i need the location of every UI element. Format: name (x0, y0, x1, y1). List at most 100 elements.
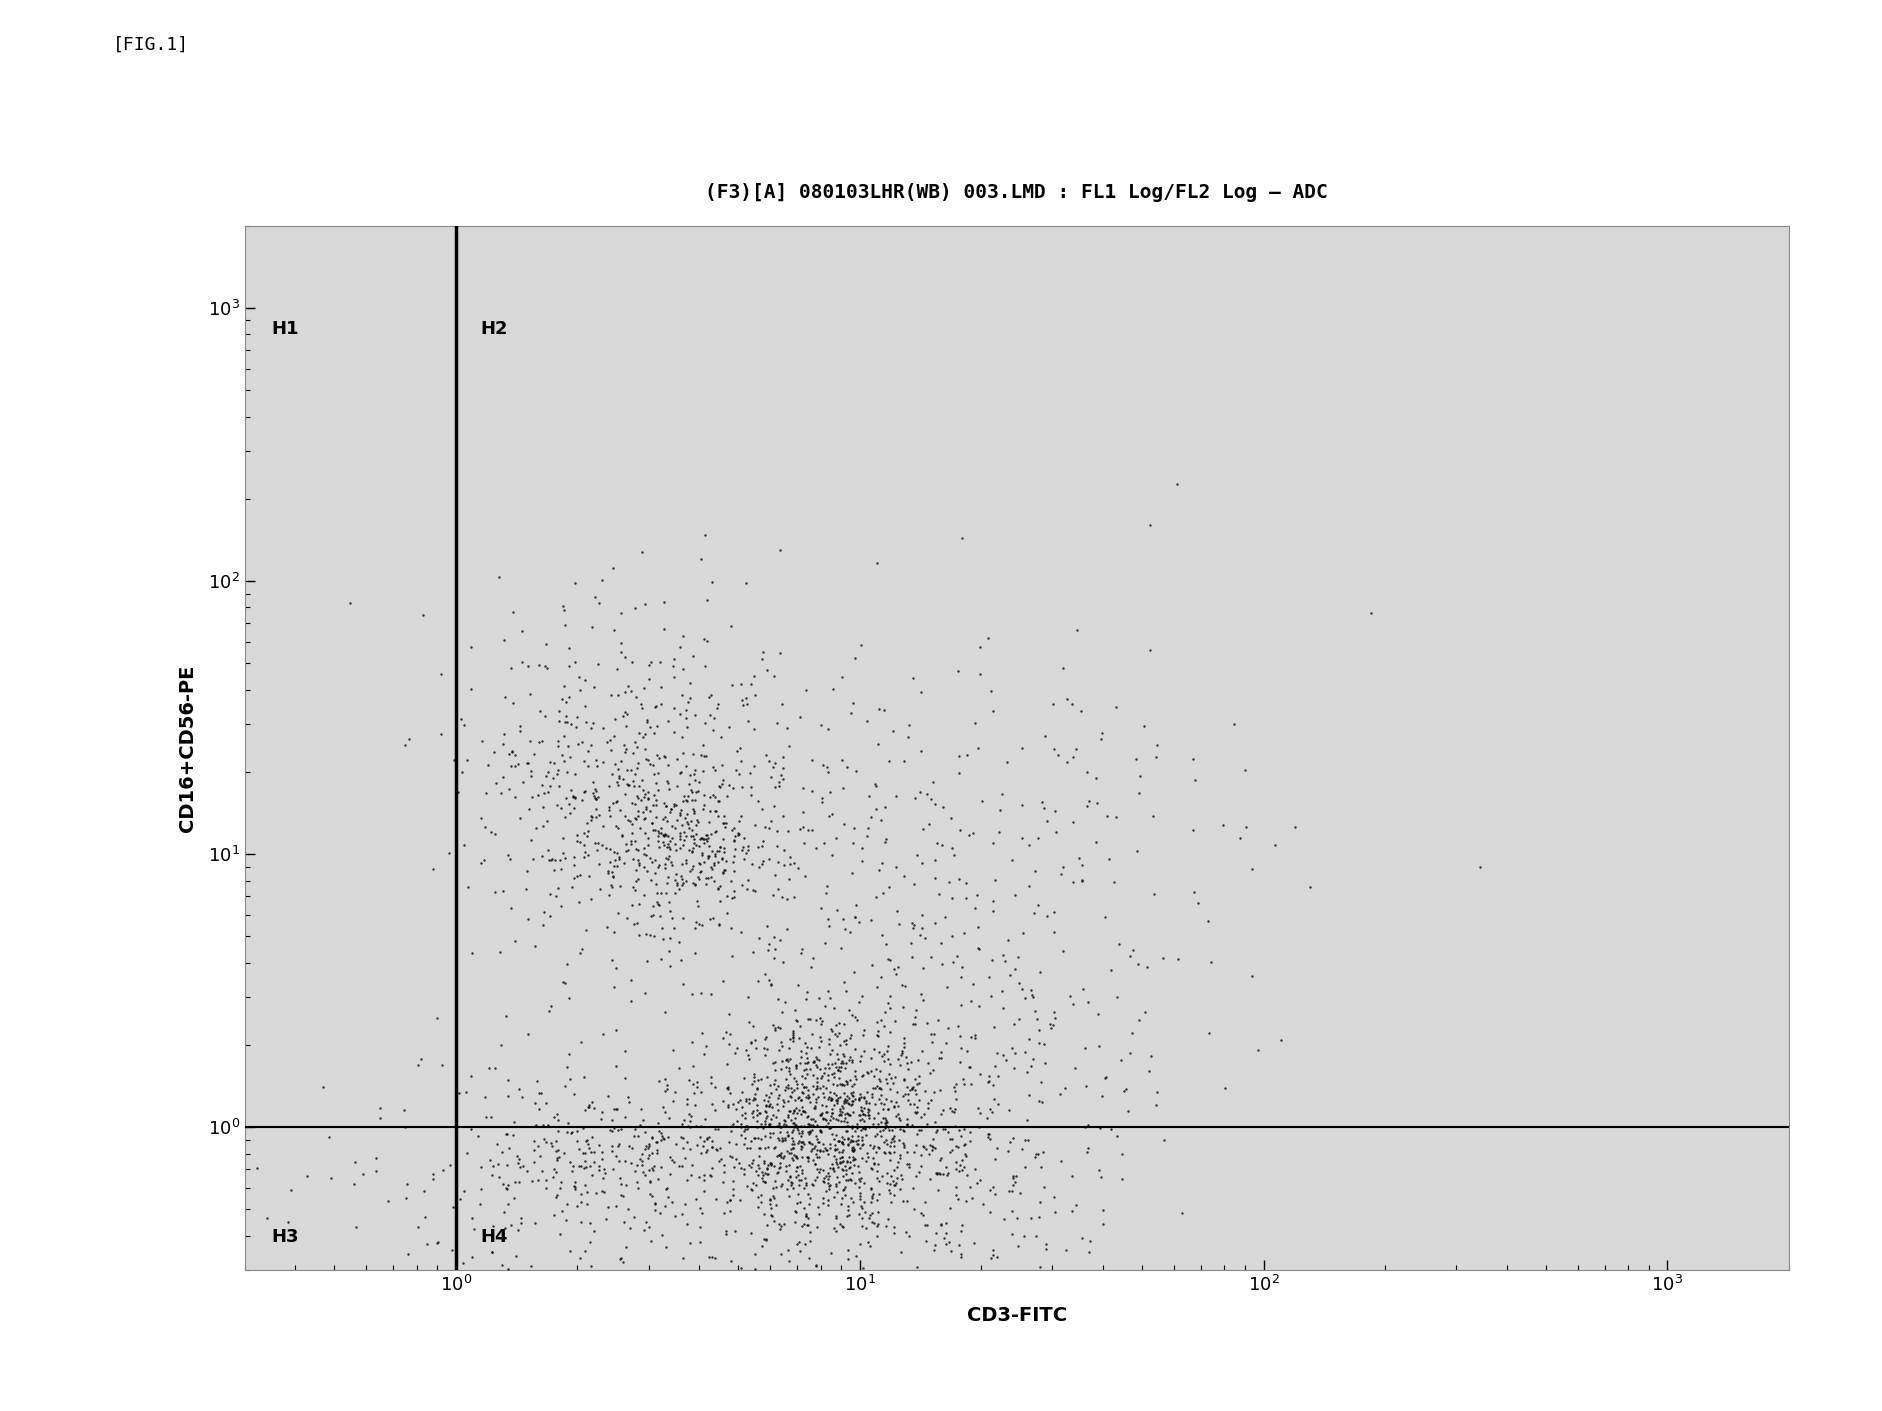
Point (531, 810, 561, 832)
Point (529, 814, 559, 837)
Point (653, 824, 683, 847)
Point (781, 1054, 811, 1077)
Point (568, 1157, 598, 1180)
Point (666, 799, 696, 821)
Point (1208, 1077, 1238, 1099)
Point (932, 1164, 962, 1187)
Point (834, 1157, 864, 1180)
Point (781, 1233, 811, 1256)
Point (627, 1154, 657, 1177)
Point (653, 777, 683, 800)
Point (926, 1147, 956, 1170)
Y-axis label: CD16+CD56-PE: CD16+CD56-PE (177, 665, 196, 831)
Point (668, 625, 698, 648)
Point (600, 753, 630, 776)
Point (527, 1113, 557, 1136)
Point (501, 930, 531, 952)
Point (1355, 601, 1385, 624)
Point (821, 1089, 851, 1112)
Point (792, 1146, 822, 1168)
Point (869, 1129, 900, 1151)
Point (678, 858, 708, 880)
Point (694, 907, 725, 930)
Point (608, 823, 638, 845)
Point (911, 1012, 941, 1034)
Point (964, 663, 994, 686)
Point (672, 715, 702, 738)
Point (775, 1077, 805, 1099)
Point (892, 1189, 922, 1212)
Point (869, 1002, 900, 1024)
Point (713, 1096, 743, 1119)
Point (832, 1115, 862, 1137)
Point (794, 1221, 824, 1243)
Point (1124, 765, 1154, 787)
Point (847, 1118, 877, 1140)
Point (676, 1105, 706, 1127)
Point (1037, 1013, 1067, 1036)
Point (809, 1108, 839, 1130)
Point (646, 1129, 676, 1151)
Point (702, 697, 732, 720)
Point (525, 1144, 555, 1167)
Point (783, 856, 813, 879)
Point (751, 744, 781, 766)
Point (540, 885, 570, 907)
Point (779, 1078, 809, 1101)
Point (679, 763, 710, 786)
Point (783, 1026, 813, 1048)
Point (653, 835, 683, 858)
Point (627, 769, 657, 792)
Point (753, 1113, 783, 1136)
Point (813, 1178, 843, 1201)
Point (933, 1016, 964, 1038)
Point (542, 1109, 572, 1132)
Point (551, 1194, 582, 1216)
Point (602, 1098, 632, 1120)
Point (755, 1095, 785, 1118)
Point (939, 1175, 969, 1198)
Point (691, 872, 721, 895)
Point (553, 655, 583, 677)
Point (678, 645, 708, 667)
Point (845, 1046, 875, 1068)
Point (864, 1070, 894, 1092)
Point (945, 1246, 975, 1268)
Point (740, 1062, 770, 1085)
Point (708, 811, 738, 834)
Point (742, 1127, 772, 1150)
Point (813, 1029, 843, 1051)
Point (1058, 746, 1088, 769)
Point (666, 854, 696, 876)
Point (841, 1009, 871, 1031)
Point (710, 811, 740, 834)
Point (764, 1116, 794, 1139)
Point (794, 1119, 824, 1141)
Point (700, 820, 730, 842)
Point (676, 859, 706, 882)
Point (617, 792, 647, 814)
Point (822, 1171, 853, 1194)
Point (1056, 1165, 1086, 1188)
Point (862, 734, 892, 756)
Point (924, 1149, 954, 1171)
Point (757, 883, 787, 906)
Point (685, 1141, 715, 1164)
Point (822, 1086, 853, 1109)
Point (335, 593, 365, 615)
Point (719, 830, 749, 852)
Point (815, 1081, 845, 1103)
Point (787, 816, 817, 838)
Point (446, 708, 476, 731)
Point (781, 1165, 811, 1188)
Point (649, 745, 679, 768)
Point (813, 804, 843, 827)
Point (802, 1077, 832, 1099)
Point (634, 1170, 664, 1192)
Point (841, 1245, 871, 1267)
Point (619, 879, 649, 902)
Point (837, 1140, 868, 1163)
Point (1075, 1230, 1105, 1253)
Point (487, 1140, 518, 1163)
Point (740, 1257, 770, 1280)
